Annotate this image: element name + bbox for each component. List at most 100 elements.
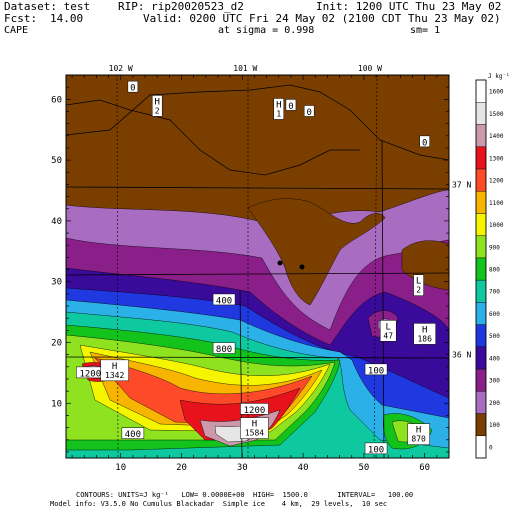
colorbar-swatch bbox=[475, 324, 487, 348]
header-valid: Valid: 0200 UTC Fri 24 May 02 (2100 CDT … bbox=[143, 12, 501, 25]
colorbar-label: 1400 bbox=[489, 133, 504, 140]
colorbar-label: 900 bbox=[489, 244, 500, 251]
header-init: Init: 1200 UTC Thu 23 May 02 bbox=[316, 0, 502, 13]
contour-label-box bbox=[303, 105, 315, 117]
extremum-value: 2 bbox=[416, 286, 421, 295]
terrain-contour bbox=[66, 99, 360, 176]
contour-label-box bbox=[212, 342, 236, 354]
latitude-label: 37 N bbox=[452, 180, 471, 189]
extremum-value: 2 bbox=[155, 106, 160, 115]
county-line bbox=[66, 186, 449, 190]
extremum-marker: H bbox=[112, 362, 117, 372]
y-tick-label: 10 bbox=[51, 399, 62, 409]
colorbar-label: 1000 bbox=[489, 222, 504, 229]
city-marker bbox=[299, 264, 305, 270]
longitude-label: 100 W bbox=[358, 64, 382, 73]
cape-fill-bands bbox=[66, 189, 449, 458]
y-tick-label: 40 bbox=[51, 217, 62, 227]
extremum-marker: H bbox=[252, 420, 257, 430]
header-field: CAPE bbox=[4, 25, 29, 36]
longitude-label: 102 W bbox=[109, 64, 133, 73]
y-tick-label: 30 bbox=[51, 278, 62, 288]
extremum-marker: H bbox=[416, 426, 421, 436]
colorbar-label: 800 bbox=[489, 267, 500, 274]
header-fcst-value: 14.00 bbox=[50, 12, 84, 25]
colorbar-label: 700 bbox=[489, 289, 500, 296]
colorbar-label: 600 bbox=[489, 311, 500, 318]
header-sm: sm= 1 bbox=[410, 25, 441, 36]
extremum-box bbox=[407, 423, 430, 445]
contour-label-box bbox=[419, 135, 430, 148]
colorbar-swatch bbox=[475, 257, 487, 281]
contour-label: 400 bbox=[216, 296, 232, 306]
colorbar-label: 400 bbox=[489, 355, 500, 362]
extremum-box bbox=[413, 274, 424, 296]
longitude-label: 101 W bbox=[233, 64, 257, 73]
contour-label: 1200 bbox=[244, 406, 266, 416]
colorbar-frame bbox=[475, 79, 487, 459]
colorbar-swatch bbox=[475, 235, 487, 259]
colorbar-label: 1200 bbox=[489, 178, 504, 185]
colorbar-swatch bbox=[475, 279, 487, 303]
colorbar-label: 1600 bbox=[489, 89, 504, 96]
county-line bbox=[381, 139, 385, 458]
plot-frame bbox=[65, 74, 450, 459]
colorbar-swatch bbox=[475, 302, 487, 325]
contour-label-box bbox=[285, 99, 297, 111]
x-tick-label: 10 bbox=[115, 463, 126, 473]
y-tick-label: 50 bbox=[51, 156, 62, 166]
extremum-value: 870 bbox=[411, 435, 426, 444]
colorbar-swatch bbox=[475, 391, 487, 414]
extremum-marker: L bbox=[385, 322, 390, 332]
colorbar-swatch bbox=[475, 346, 487, 370]
cape-band-100 bbox=[247, 198, 386, 306]
colorbar-swatch bbox=[475, 146, 487, 170]
colorbar-swatch bbox=[475, 79, 487, 103]
colorbar-label: 1100 bbox=[489, 200, 504, 207]
county-line bbox=[66, 356, 449, 359]
extremum-box bbox=[379, 320, 397, 342]
extremum-value: 1 bbox=[276, 109, 281, 118]
x-tick-label: 20 bbox=[176, 463, 187, 473]
x-tick-label: 40 bbox=[298, 463, 309, 473]
latitude-label: 36 N bbox=[452, 351, 471, 360]
contour-label-box bbox=[212, 293, 236, 306]
header-rip: RIP: rip20020523_d2 bbox=[118, 0, 244, 13]
x-tick-label: 60 bbox=[419, 463, 430, 473]
terrain-contour bbox=[66, 84, 449, 161]
colorbar-swatch bbox=[475, 413, 487, 436]
x-tick-label: 30 bbox=[237, 463, 248, 473]
header-fcst-label: Fcst: bbox=[4, 12, 38, 25]
colorbar-label: 1300 bbox=[489, 155, 504, 162]
city-marker bbox=[277, 260, 283, 266]
extremum-box bbox=[151, 95, 163, 117]
colorbar-unit: J kg⁻¹ bbox=[488, 73, 510, 80]
header-sigma: at sigma = 0.998 bbox=[218, 25, 315, 36]
contour-label-box bbox=[240, 403, 269, 415]
colorbar-label: 0 bbox=[489, 444, 493, 451]
footer-contours: CONTOURS: UNITS=J kg⁻¹ LOW= 0.0000E+00 H… bbox=[76, 491, 414, 499]
colorbar-swatch bbox=[475, 190, 487, 214]
contour-label: 0 bbox=[422, 138, 427, 148]
contour-label: 100 bbox=[368, 445, 384, 455]
colorbar-swatch bbox=[475, 124, 487, 147]
contour-label-box bbox=[121, 427, 145, 439]
contour-label: 800 bbox=[216, 345, 232, 355]
contour-label-box bbox=[127, 80, 139, 93]
colorbar-label: 300 bbox=[489, 378, 500, 385]
county-line bbox=[66, 272, 449, 276]
colorbar-label: 500 bbox=[489, 333, 500, 340]
y-tick-label: 60 bbox=[51, 95, 62, 105]
colorbar-swatch bbox=[475, 168, 487, 192]
colorbar-swatch bbox=[475, 368, 487, 392]
extremum-value: 1342 bbox=[105, 371, 124, 380]
extremum-box bbox=[240, 417, 269, 439]
extremum-box bbox=[413, 323, 436, 345]
colorbar-label: 200 bbox=[489, 400, 500, 407]
colorbar-label: 1500 bbox=[489, 111, 504, 118]
extremum-marker: H bbox=[276, 100, 281, 110]
extremum-value: 1584 bbox=[245, 429, 264, 438]
contour-label: 1200 bbox=[79, 369, 101, 379]
colorbar-swatch bbox=[475, 213, 487, 236]
